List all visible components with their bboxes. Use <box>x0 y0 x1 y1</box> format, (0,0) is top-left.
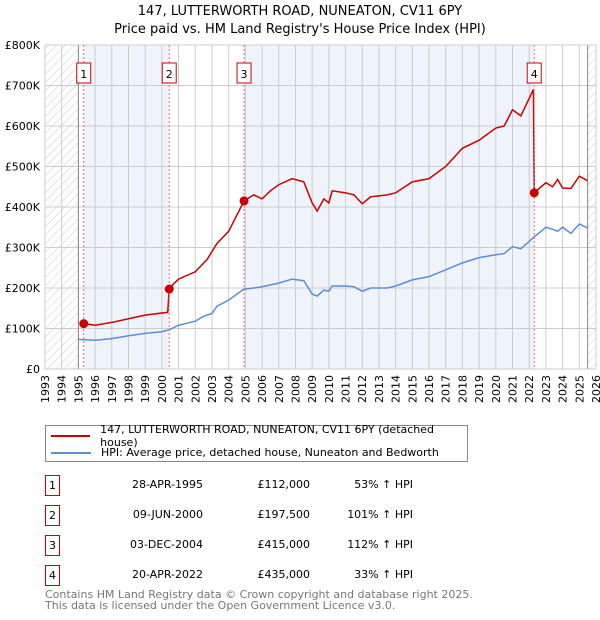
x-tick-label: 2022 <box>523 375 536 403</box>
x-tick-label: 1995 <box>72 375 85 403</box>
sale-label: 4 <box>531 68 538 81</box>
sale-label-box <box>161 62 177 84</box>
x-tick-label: 2004 <box>223 375 236 403</box>
sale-price: £415,000 <box>257 538 311 551</box>
sale-point <box>164 284 174 294</box>
x-tick-label: 2001 <box>173 375 186 403</box>
sale-hpi-change: 33% ↑ HPI <box>354 568 413 581</box>
chart-title: 147, LUTTERWORTH ROAD, NUNEATON, CV11 6P… <box>0 3 600 39</box>
footer: Contains HM Land Registry data © Crown c… <box>45 589 473 611</box>
x-tick-label: 2026 <box>590 375 600 403</box>
title-line-1: 147, LUTTERWORTH ROAD, NUNEATON, CV11 6P… <box>137 4 463 19</box>
legend: 147, LUTTERWORTH ROAD, NUNEATON, CV11 6P… <box>45 423 468 462</box>
sale-hpi-change: 53% ↑ HPI <box>354 478 413 491</box>
x-tick-label: 2016 <box>423 375 436 403</box>
footer-line-1: Contains HM Land Registry data © Crown c… <box>45 588 473 601</box>
sale-label-box <box>236 62 252 84</box>
sale-label: 1 <box>80 68 87 81</box>
x-tick-label: 2019 <box>473 375 486 403</box>
sale-row: 1 28-APR-1995 £112,000 53% ↑ HPI <box>45 475 445 496</box>
y-tick-label: £100K <box>5 323 41 336</box>
y-tick-label: £0 <box>26 363 40 376</box>
legend-item-hpi: HPI: Average price, detached house, Nune… <box>46 444 439 461</box>
y-tick-label: £700K <box>5 80 41 93</box>
sale-row: 4 20-APR-2022 £435,000 33% ↑ HPI <box>45 565 445 586</box>
x-tick-label: 2005 <box>239 375 252 403</box>
x-tick-label: 2003 <box>206 375 219 403</box>
legend-swatch-property <box>51 434 91 437</box>
x-tick-label: 2023 <box>540 375 553 403</box>
y-tick-label: £500K <box>5 161 41 174</box>
legend-swatch-hpi <box>51 451 91 454</box>
legend-item-property: 147, LUTTERWORTH ROAD, NUNEATON, CV11 6P… <box>46 423 467 449</box>
x-tick-label: 2002 <box>189 375 202 403</box>
x-tick-label: 1993 <box>39 375 52 403</box>
sale-hpi-change: 112% ↑ HPI <box>347 538 413 551</box>
x-tick-label: 2018 <box>456 375 469 403</box>
legend-label-property: 147, LUTTERWORTH ROAD, NUNEATON, CV11 6P… <box>100 422 435 449</box>
sale-label-box <box>76 62 92 84</box>
x-tick-label: 2006 <box>256 375 269 403</box>
sale-number: 3 <box>45 535 60 556</box>
sale-price: £112,000 <box>257 478 311 491</box>
hpi-line <box>78 223 588 341</box>
price-chart: 1 2 3 4 1993 1994 1995 1996 1997 1998 1999 2000 2001… <box>5 39 600 403</box>
x-tick-label: 2013 <box>373 375 386 403</box>
sale-number: 1 <box>45 475 60 496</box>
x-tick-label: 2000 <box>156 375 169 403</box>
x-tick-label: 2010 <box>323 375 336 403</box>
x-tick-label: 1996 <box>89 375 102 403</box>
legend-label-hpi: HPI: Average price, detached house, Nune… <box>101 446 439 459</box>
sale-label-box <box>526 62 542 84</box>
y-tick-label: £600K <box>5 120 41 133</box>
x-tick-label: 2020 <box>490 375 503 403</box>
x-tick-label: 2012 <box>356 375 369 403</box>
sale-label: 2 <box>166 68 173 81</box>
x-tick-label: 2024 <box>557 375 570 403</box>
x-tick-label: 2015 <box>406 375 419 403</box>
title-line-2: Price paid vs. HM Land Registry's House … <box>114 22 486 37</box>
sale-point <box>529 188 539 198</box>
x-tick-label: 2017 <box>440 375 453 403</box>
sale-point <box>239 196 249 206</box>
x-tick-label: 2008 <box>289 375 302 403</box>
x-tick-label: 1997 <box>106 375 119 403</box>
y-tick-label: £800K <box>5 39 41 52</box>
sale-date: 28-APR-1995 <box>131 478 203 491</box>
x-tick-label: 1999 <box>139 375 152 403</box>
x-tick-label: 2025 <box>573 375 586 403</box>
x-tick-label: 2007 <box>273 375 286 403</box>
x-tick-label: 2011 <box>340 375 353 403</box>
y-tick-label: £300K <box>5 242 41 255</box>
sale-number: 2 <box>45 505 60 526</box>
sale-price: £197,500 <box>257 508 311 521</box>
sale-row: 3 03-DEC-2004 £415,000 112% ↑ HPI <box>45 535 445 556</box>
x-tick-label: 2014 <box>390 375 403 403</box>
footer-line-2: This data is licensed under the Open Gov… <box>45 599 396 612</box>
sale-point <box>79 319 89 329</box>
sale-label: 3 <box>241 68 248 81</box>
sale-date: 20-APR-2022 <box>131 568 203 581</box>
y-tick-label: £400K <box>5 201 41 214</box>
sale-hpi-change: 101% ↑ HPI <box>347 508 413 521</box>
sale-date: 09-JUN-2000 <box>132 508 203 521</box>
x-tick-label: 1994 <box>56 375 69 403</box>
sale-row: 2 09-JUN-2000 £197,500 101% ↑ HPI <box>45 505 445 526</box>
x-tick-label: 2009 <box>306 375 319 403</box>
x-tick-label: 2021 <box>507 375 520 403</box>
plot-frame <box>44 44 597 370</box>
property-price-line <box>83 89 589 327</box>
x-tick-label: 1998 <box>122 375 135 403</box>
sale-price: £435,000 <box>257 568 311 581</box>
sale-number: 4 <box>45 565 60 586</box>
sale-date: 03-DEC-2004 <box>129 538 203 551</box>
y-tick-label: £200K <box>5 282 41 295</box>
